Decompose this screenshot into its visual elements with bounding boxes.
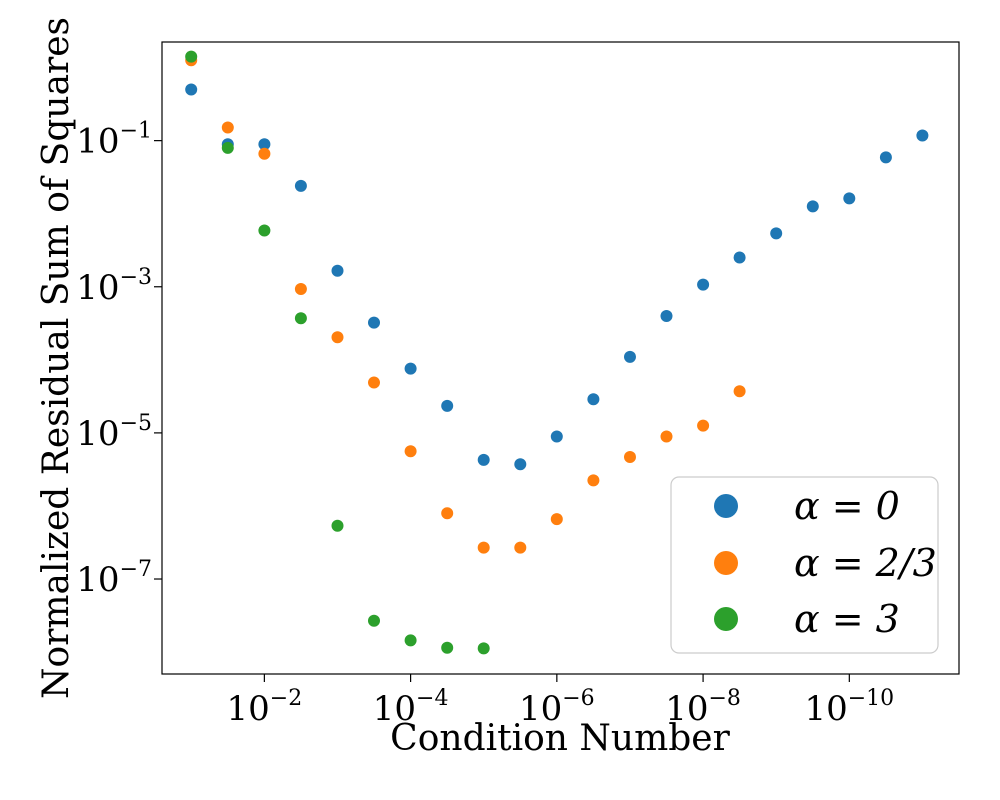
legend-label-alpha-0: α = 0 xyxy=(794,484,900,528)
data-point-series-1-8 xyxy=(477,541,490,554)
data-point-series-0-18 xyxy=(843,192,856,205)
legend-marker-alpha-0 xyxy=(714,494,738,518)
data-point-series-1-13 xyxy=(660,430,673,443)
y-tick-label: 10−1 xyxy=(76,119,152,162)
data-point-series-1-10 xyxy=(550,513,563,526)
y-axis-label: Normalized Residual Sum of Squares xyxy=(36,17,77,699)
data-point-series-1-1 xyxy=(221,121,234,134)
data-point-series-0-15 xyxy=(733,251,746,264)
data-point-series-2-0 xyxy=(185,50,198,63)
data-point-series-0-2 xyxy=(258,138,271,151)
data-point-series-1-11 xyxy=(587,474,600,487)
data-point-series-2-1 xyxy=(221,141,234,154)
y-axis-ticks: 10−1 10−3 10−5 10−7 xyxy=(76,119,162,600)
data-point-series-2-6 xyxy=(404,634,417,647)
data-point-series-0-11 xyxy=(587,393,600,406)
data-point-series-2-8 xyxy=(477,642,490,655)
data-point-series-1-6 xyxy=(404,445,417,458)
x-tick-label: 10−8 xyxy=(665,686,741,729)
data-points xyxy=(185,50,929,655)
data-point-series-0-17 xyxy=(806,200,819,213)
data-point-series-1-12 xyxy=(624,451,636,463)
data-point-series-0-16 xyxy=(770,227,783,240)
data-point-series-2-5 xyxy=(368,614,380,627)
data-point-series-1-3 xyxy=(294,283,307,295)
x-tick-label: 10−6 xyxy=(519,686,595,729)
data-point-series-2-7 xyxy=(441,641,454,654)
data-point-series-0-5 xyxy=(368,316,380,329)
legend-marker-alpha-2-3 xyxy=(714,551,738,575)
x-tick-label: 10−4 xyxy=(373,686,449,729)
y-tick-label: 10−7 xyxy=(76,557,152,600)
data-point-series-0-8 xyxy=(477,453,490,466)
y-tick-label: 10−3 xyxy=(76,265,152,308)
x-axis-ticks: 10−2 10−4 10−6 10−8 10−10 xyxy=(227,674,894,729)
data-point-series-0-3 xyxy=(294,179,307,192)
data-point-series-1-5 xyxy=(368,376,380,389)
x-tick-label: 10−2 xyxy=(227,686,303,729)
data-point-series-0-13 xyxy=(660,310,673,322)
data-point-series-1-2 xyxy=(258,147,271,160)
x-axis-label: Condition Number xyxy=(390,718,730,759)
data-point-series-0-12 xyxy=(624,350,636,363)
y-tick-label: 10−5 xyxy=(76,411,152,454)
legend: α = 0 α = 2/3 α = 3 xyxy=(670,476,939,654)
data-point-series-0-4 xyxy=(331,264,344,277)
data-point-series-0-0 xyxy=(185,83,198,96)
data-point-series-0-7 xyxy=(441,399,454,412)
data-point-series-0-6 xyxy=(404,362,417,375)
data-point-series-2-3 xyxy=(294,312,307,325)
data-point-series-1-15 xyxy=(733,385,746,398)
x-tick-label: 10−10 xyxy=(804,686,894,729)
data-point-series-0-20 xyxy=(916,129,929,142)
legend-label-alpha-2-3: α = 2/3 xyxy=(794,541,937,585)
data-point-series-1-9 xyxy=(514,541,527,554)
legend-marker-alpha-3 xyxy=(714,607,738,631)
legend-label-alpha-3: α = 3 xyxy=(794,597,900,641)
data-point-series-2-2 xyxy=(258,224,271,237)
data-point-series-1-4 xyxy=(331,331,344,344)
legend-box xyxy=(670,476,939,654)
data-point-series-1-14 xyxy=(697,419,710,432)
data-point-series-0-9 xyxy=(514,458,527,471)
data-point-series-0-14 xyxy=(697,278,710,291)
data-point-series-1-7 xyxy=(441,507,454,520)
plot-frame xyxy=(161,41,960,675)
data-point-series-0-10 xyxy=(550,430,563,443)
data-point-series-2-4 xyxy=(331,519,344,532)
data-point-series-0-19 xyxy=(879,151,892,164)
